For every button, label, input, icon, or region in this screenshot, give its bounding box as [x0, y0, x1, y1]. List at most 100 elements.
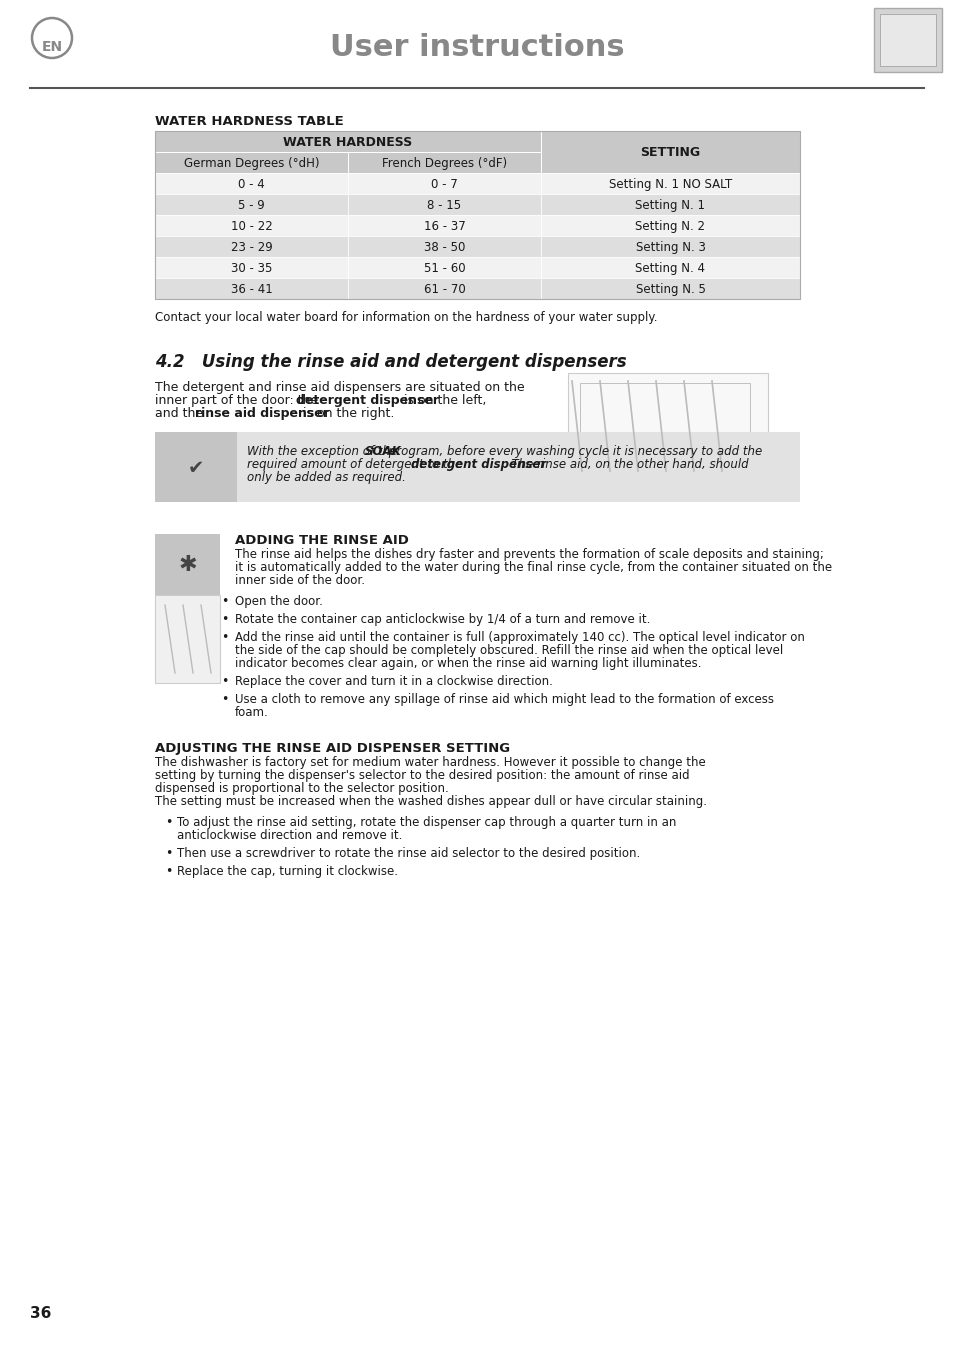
- Text: The setting must be increased when the washed dishes appear dull or have circula: The setting must be increased when the w…: [154, 794, 706, 808]
- Text: The rinse aid helps the dishes dry faster and prevents the formation of scale de: The rinse aid helps the dishes dry faste…: [234, 549, 823, 561]
- Text: •: •: [165, 847, 172, 861]
- Bar: [154, 173, 348, 195]
- Text: 51 - 60: 51 - 60: [423, 262, 465, 276]
- Text: •: •: [221, 693, 228, 707]
- Text: Rotate the container cap anticlockwise by 1/4 of a turn and remove it.: Rotate the container cap anticlockwise b…: [234, 613, 650, 626]
- Bar: [154, 257, 348, 278]
- Text: Use a cloth to remove any spillage of rinse aid which might lead to the formatio: Use a cloth to remove any spillage of ri…: [234, 693, 773, 707]
- Text: Add the rinse aid until the container is full (approximately 140 cc). The optica: Add the rinse aid until the container is…: [234, 631, 804, 644]
- Text: anticlockwise direction and remove it.: anticlockwise direction and remove it.: [177, 830, 402, 842]
- Text: 16 - 37: 16 - 37: [423, 220, 465, 232]
- Bar: [154, 432, 800, 503]
- Text: required amount of detergent to the: required amount of detergent to the: [247, 458, 466, 471]
- Bar: [348, 173, 540, 195]
- Bar: [540, 257, 800, 278]
- Text: French Degrees (°dF): French Degrees (°dF): [381, 157, 507, 170]
- Bar: [873, 8, 941, 72]
- Text: Setting N. 4: Setting N. 4: [635, 262, 705, 276]
- Bar: [540, 236, 800, 257]
- Bar: [154, 131, 540, 153]
- Bar: [348, 153, 540, 173]
- Bar: [879, 14, 935, 66]
- Text: 23 - 29: 23 - 29: [231, 240, 273, 254]
- Bar: [154, 236, 348, 257]
- Text: Then use a screwdriver to rotate the rinse aid selector to the desired position.: Then use a screwdriver to rotate the rin…: [177, 847, 639, 861]
- Text: WATER HARDNESS: WATER HARDNESS: [283, 136, 413, 149]
- Text: •: •: [165, 816, 172, 830]
- Text: 38 - 50: 38 - 50: [423, 240, 465, 254]
- Text: only be added as required.: only be added as required.: [247, 471, 405, 484]
- Text: 10 - 22: 10 - 22: [231, 220, 273, 232]
- Text: detergent dispenser: detergent dispenser: [411, 458, 545, 471]
- Text: 4.2   Using the rinse aid and detergent dispensers: 4.2 Using the rinse aid and detergent di…: [154, 353, 626, 372]
- Text: Replace the cap, turning it clockwise.: Replace the cap, turning it clockwise.: [177, 865, 397, 878]
- Text: Replace the cover and turn it in a clockwise direction.: Replace the cover and turn it in a clock…: [234, 676, 553, 688]
- Text: Setting N. 1: Setting N. 1: [635, 199, 705, 212]
- Text: •: •: [221, 594, 228, 608]
- Bar: [348, 278, 540, 299]
- Bar: [154, 278, 348, 299]
- Text: 36 - 41: 36 - 41: [231, 282, 273, 296]
- Bar: [579, 382, 749, 467]
- Text: ADJUSTING THE RINSE AID DISPENSER SETTING: ADJUSTING THE RINSE AID DISPENSER SETTIN…: [154, 742, 510, 755]
- Text: •: •: [165, 865, 172, 878]
- Bar: [540, 173, 800, 195]
- Bar: [154, 153, 348, 173]
- Text: Contact your local water board for information on the hardness of your water sup: Contact your local water board for infor…: [154, 311, 657, 324]
- Text: dispensed is proportional to the selector position.: dispensed is proportional to the selecto…: [154, 782, 448, 794]
- Text: . The rinse aid, on the other hand, should: . The rinse aid, on the other hand, shou…: [503, 458, 747, 471]
- Text: Setting N. 2: Setting N. 2: [635, 220, 705, 232]
- Bar: [540, 195, 800, 215]
- Bar: [154, 131, 800, 299]
- Bar: [348, 215, 540, 236]
- Bar: [348, 257, 540, 278]
- Text: is on the left,: is on the left,: [399, 394, 486, 407]
- Text: EN: EN: [41, 41, 63, 54]
- Text: Setting N. 1 NO SALT: Setting N. 1 NO SALT: [608, 178, 731, 190]
- Text: ✱: ✱: [178, 555, 197, 576]
- Bar: [540, 278, 800, 299]
- Text: 61 - 70: 61 - 70: [423, 282, 465, 296]
- Text: •: •: [221, 631, 228, 644]
- Bar: [540, 131, 800, 173]
- Text: and the: and the: [154, 407, 207, 420]
- Text: 0 - 4: 0 - 4: [238, 178, 265, 190]
- Bar: [154, 534, 220, 596]
- Bar: [567, 373, 767, 481]
- Text: indicator becomes clear again, or when the rinse aid warning light illuminates.: indicator becomes clear again, or when t…: [234, 657, 700, 670]
- Text: foam.: foam.: [234, 707, 269, 719]
- Text: 8 - 15: 8 - 15: [427, 199, 461, 212]
- Text: Setting N. 3: Setting N. 3: [635, 240, 704, 254]
- Text: inner side of the door.: inner side of the door.: [234, 574, 365, 586]
- Text: inner part of the door: the: inner part of the door: the: [154, 394, 322, 407]
- Text: 5 - 9: 5 - 9: [238, 199, 265, 212]
- Text: The dishwasher is factory set for medium water hardness. However it possible to : The dishwasher is factory set for medium…: [154, 757, 705, 769]
- Text: The detergent and rinse aid dispensers are situated on the: The detergent and rinse aid dispensers a…: [154, 381, 524, 394]
- Bar: [154, 432, 236, 503]
- Text: Setting N. 5: Setting N. 5: [635, 282, 704, 296]
- Text: program, before every washing cycle it is necessary to add the: program, before every washing cycle it i…: [384, 444, 761, 458]
- Bar: [348, 195, 540, 215]
- Text: is on the right.: is on the right.: [298, 407, 394, 420]
- Bar: [154, 195, 348, 215]
- Text: With the exception of the: With the exception of the: [247, 444, 400, 458]
- Text: setting by turning the dispenser's selector to the desired position: the amount : setting by turning the dispenser's selec…: [154, 769, 689, 782]
- Text: the side of the cap should be completely obscured. Refill the rinse aid when the: the side of the cap should be completely…: [234, 644, 782, 657]
- Text: detergent dispenser: detergent dispenser: [296, 394, 439, 407]
- Bar: [540, 215, 800, 236]
- Bar: [348, 236, 540, 257]
- Text: User instructions: User instructions: [330, 32, 623, 62]
- Text: it is automatically added to the water during the final rinse cycle, from the co: it is automatically added to the water d…: [234, 561, 831, 574]
- Text: ✔: ✔: [188, 459, 204, 478]
- Text: SOAK: SOAK: [365, 444, 401, 458]
- Text: 36: 36: [30, 1306, 51, 1321]
- Text: 0 - 7: 0 - 7: [431, 178, 457, 190]
- Text: ADDING THE RINSE AID: ADDING THE RINSE AID: [234, 534, 409, 547]
- Text: Open the door.: Open the door.: [234, 594, 322, 608]
- Text: •: •: [221, 676, 228, 688]
- Text: To adjust the rinse aid setting, rotate the dispenser cap through a quarter turn: To adjust the rinse aid setting, rotate …: [177, 816, 676, 830]
- Text: •: •: [221, 613, 228, 626]
- Text: 30 - 35: 30 - 35: [231, 262, 272, 276]
- Text: rinse aid dispenser: rinse aid dispenser: [195, 407, 329, 420]
- Bar: [154, 215, 348, 236]
